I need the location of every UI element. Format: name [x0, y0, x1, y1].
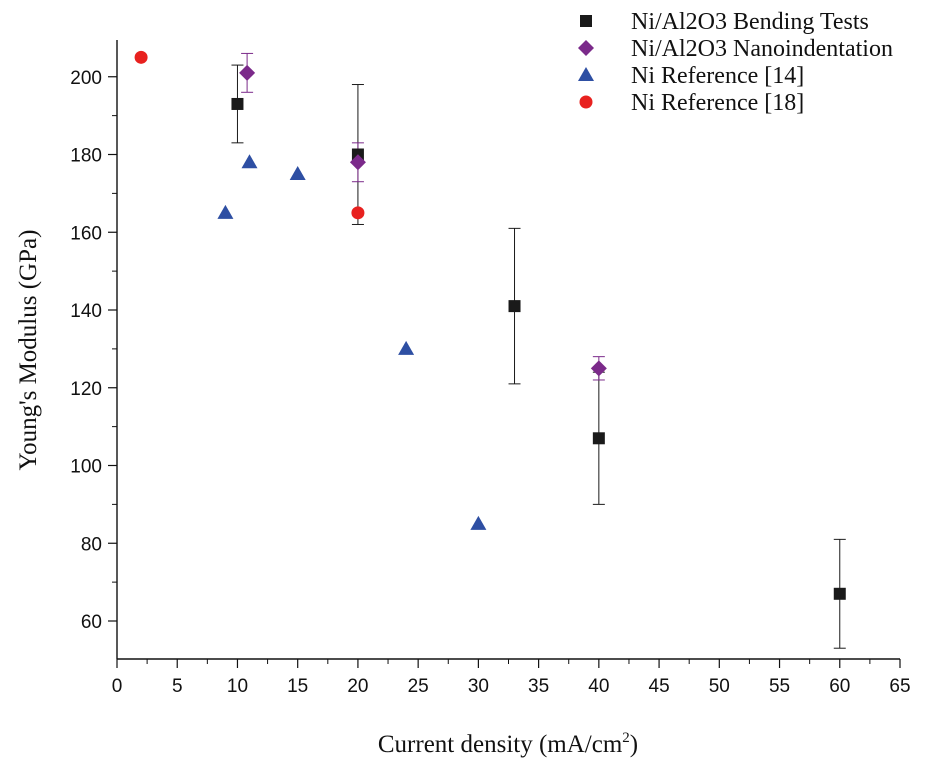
x-tick-label: 25	[408, 676, 429, 697]
point-circle	[351, 206, 365, 220]
legend-label: Ni Reference [18]	[631, 90, 804, 116]
y-tick-label: 80	[81, 534, 102, 555]
legend-marker-triangle	[578, 67, 594, 81]
x-tick-label: 0	[112, 676, 123, 697]
point-diamond	[349, 154, 366, 171]
x-tick-label: 45	[649, 676, 670, 697]
point-square	[508, 300, 521, 313]
y-tick-label: 100	[70, 457, 102, 478]
point-diamond	[590, 360, 607, 377]
x-tick-label: 40	[588, 676, 609, 697]
point-square	[592, 432, 605, 445]
y-tick-label: 160	[70, 223, 102, 244]
legend-marker-diamond	[578, 40, 594, 56]
point-square	[231, 97, 244, 110]
point-triangle	[398, 340, 415, 355]
legend-label: Ni/Al2O3 Nanoindentation	[631, 36, 893, 62]
x-tick-label: 5	[172, 676, 183, 697]
x-axis-title-superscript: 2	[622, 730, 630, 746]
point-square	[833, 587, 846, 600]
error-bars	[231, 52, 846, 649]
y-axis-title: Young's Modulus (GPa)	[15, 230, 42, 471]
legend-marker-square	[580, 15, 592, 27]
x-axis-title: Current density (mA/cm2)	[378, 730, 638, 758]
x-tick-label: 50	[709, 676, 730, 697]
point-circle	[134, 50, 148, 64]
point-diamond	[239, 64, 256, 81]
axes: 0 5 10 15 20 25 30 35 40 45 50 55 60 65 60 80 100 120 140 1…	[70, 40, 911, 697]
x-tick-label: 55	[769, 676, 790, 697]
y-tick-label: 120	[70, 379, 102, 400]
data-points	[134, 50, 846, 600]
legend-marker-circle	[579, 95, 593, 109]
point-triangle	[217, 204, 234, 219]
x-tick-label: 10	[227, 676, 248, 697]
x-axis-title-suffix: )	[630, 731, 638, 758]
y-tick-label: 180	[70, 146, 102, 167]
legend-label: Ni Reference [14]	[631, 63, 804, 89]
point-triangle	[470, 515, 487, 530]
x-tick-label: 65	[889, 676, 910, 697]
y-tick-label: 140	[70, 301, 102, 322]
x-tick-label: 60	[829, 676, 850, 697]
point-triangle	[289, 165, 306, 180]
x-tick-label: 35	[528, 676, 549, 697]
point-triangle	[241, 154, 258, 169]
x-tick-label: 15	[287, 676, 308, 697]
x-axis-title-main: Current density (mA/cm	[378, 731, 623, 758]
legend-label: Ni/Al2O3 Bending Tests	[631, 9, 869, 35]
x-tick-label: 20	[347, 676, 368, 697]
x-tick-label: 30	[468, 676, 489, 697]
y-tick-label: 60	[81, 612, 102, 633]
y-tick-label: 200	[70, 68, 102, 89]
